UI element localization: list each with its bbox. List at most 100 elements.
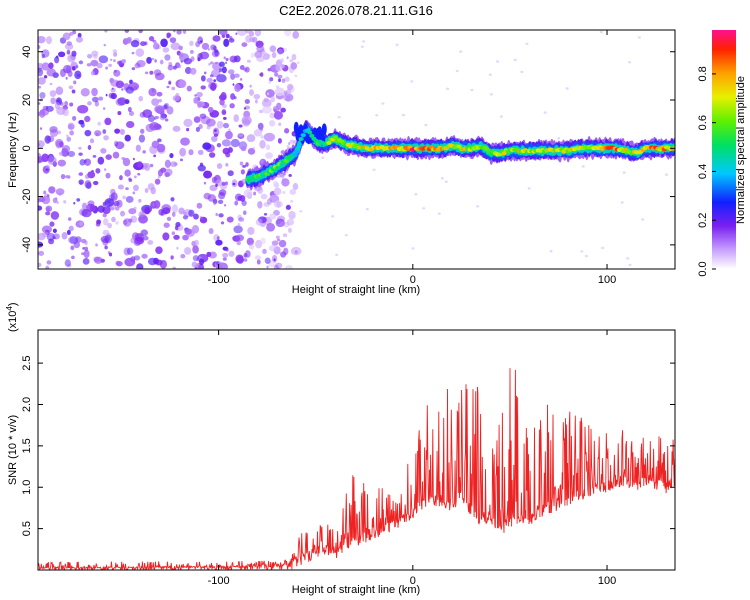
noise-speckle: [133, 255, 141, 261]
noise-speckle: [299, 210, 303, 213]
noise-speckle: [171, 86, 176, 91]
noise-speckle: [288, 210, 296, 220]
noise-speckle: [525, 42, 529, 46]
noise-speckle: [151, 88, 155, 93]
noise-speckle: [216, 74, 227, 83]
noise-speckle: [71, 65, 76, 71]
snr-ticks: -100 0 100 0.5 1.0 1.5 2.0 2.5: [21, 330, 675, 587]
noise-speckle: [156, 91, 163, 97]
noise-speckle: [243, 189, 253, 198]
noise-speckle: [46, 68, 56, 77]
noise-speckle: [114, 128, 121, 134]
noise-speckle: [182, 234, 189, 241]
noise-speckle: [215, 212, 219, 217]
noise-speckle: [188, 149, 194, 156]
noise-speckle: [243, 258, 248, 262]
noise-speckle: [133, 184, 139, 192]
noise-speckle: [49, 90, 57, 98]
noise-speckle: [49, 129, 59, 137]
noise-speckle: [159, 259, 167, 269]
noise-speckle: [331, 215, 335, 218]
noise-speckle: [45, 207, 51, 212]
noise-speckle: [192, 245, 199, 254]
noise-speckle: [113, 51, 118, 57]
noise-speckle: [235, 32, 238, 35]
noise-speckle: [38, 102, 41, 105]
noise-speckle: [172, 65, 177, 70]
noise-speckle: [253, 129, 263, 137]
noise-speckle: [102, 129, 107, 135]
noise-speckle: [131, 67, 136, 71]
noise-speckle: [372, 168, 376, 171]
noise-speckle: [252, 36, 258, 43]
noise-speckle: [154, 115, 159, 120]
noise-speckle: [270, 95, 276, 103]
ridge-core: [279, 162, 285, 167]
noise-speckle: [78, 179, 84, 185]
noise-speckle: [455, 69, 459, 73]
noise-speckle: [84, 180, 92, 189]
noise-speckle: [277, 137, 282, 144]
noise-speckle: [162, 47, 170, 53]
noise-speckle: [263, 132, 275, 142]
noise-speckle: [138, 30, 143, 34]
noise-speckle: [92, 180, 99, 186]
noise-speckle: [164, 168, 173, 177]
noise-speckle: [249, 30, 255, 37]
noise-speckle: [410, 80, 414, 83]
noise-speckle: [235, 254, 244, 264]
noise-speckle: [197, 164, 206, 172]
noise-speckle: [179, 158, 184, 162]
noise-speckle: [225, 33, 230, 39]
noise-speckle: [144, 206, 151, 215]
noise-speckle: [375, 114, 379, 117]
noise-speckle: [488, 73, 492, 76]
noise-speckle: [149, 70, 154, 75]
noise-speckle: [215, 183, 218, 187]
noise-speckle: [280, 251, 287, 258]
noise-speckle: [75, 65, 79, 69]
noise-speckle: [84, 115, 91, 123]
noise-speckle: [395, 43, 399, 47]
noise-speckle: [41, 49, 50, 58]
noise-speckle: [131, 51, 135, 55]
noise-speckle: [105, 154, 112, 160]
noise-speckle: [222, 116, 227, 120]
noise-speckle: [141, 253, 148, 259]
noise-speckle: [55, 86, 64, 96]
noise-speckle: [144, 162, 151, 172]
noise-speckle: [95, 222, 101, 227]
noise-speckle: [41, 225, 53, 234]
noise-speckle: [246, 237, 254, 246]
noise-speckle: [124, 134, 131, 142]
noise-speckle: [78, 172, 84, 176]
noise-speckle: [147, 183, 155, 191]
noise-speckle: [48, 186, 56, 194]
noise-speckle: [96, 62, 103, 69]
noise-speckle: [189, 40, 194, 47]
noise-speckle: [73, 240, 81, 249]
noise-speckle: [63, 200, 67, 204]
noise-speckle: [218, 61, 225, 67]
noise-speckle: [281, 178, 290, 187]
noise-speckle: [280, 107, 286, 113]
noise-speckle: [136, 60, 146, 68]
noise-speckle: [234, 200, 239, 206]
noise-speckle: [208, 251, 217, 259]
noise-speckle: [60, 174, 66, 180]
noise-speckle: [90, 70, 95, 76]
noise-speckle: [278, 78, 281, 83]
noise-speckle: [222, 122, 230, 129]
noise-speckle: [235, 234, 245, 242]
noise-speckle: [79, 221, 84, 226]
noise-speckle: [208, 62, 211, 66]
noise-speckle: [215, 260, 220, 265]
noise-speckle: [284, 76, 290, 82]
noise-speckle: [71, 255, 75, 260]
noise-speckle: [226, 216, 234, 223]
noise-speckle: [256, 259, 261, 265]
noise-speckle: [166, 32, 171, 38]
noise-speckle: [45, 211, 51, 216]
noise-speckle: [91, 169, 94, 173]
noise-speckle: [286, 144, 290, 149]
